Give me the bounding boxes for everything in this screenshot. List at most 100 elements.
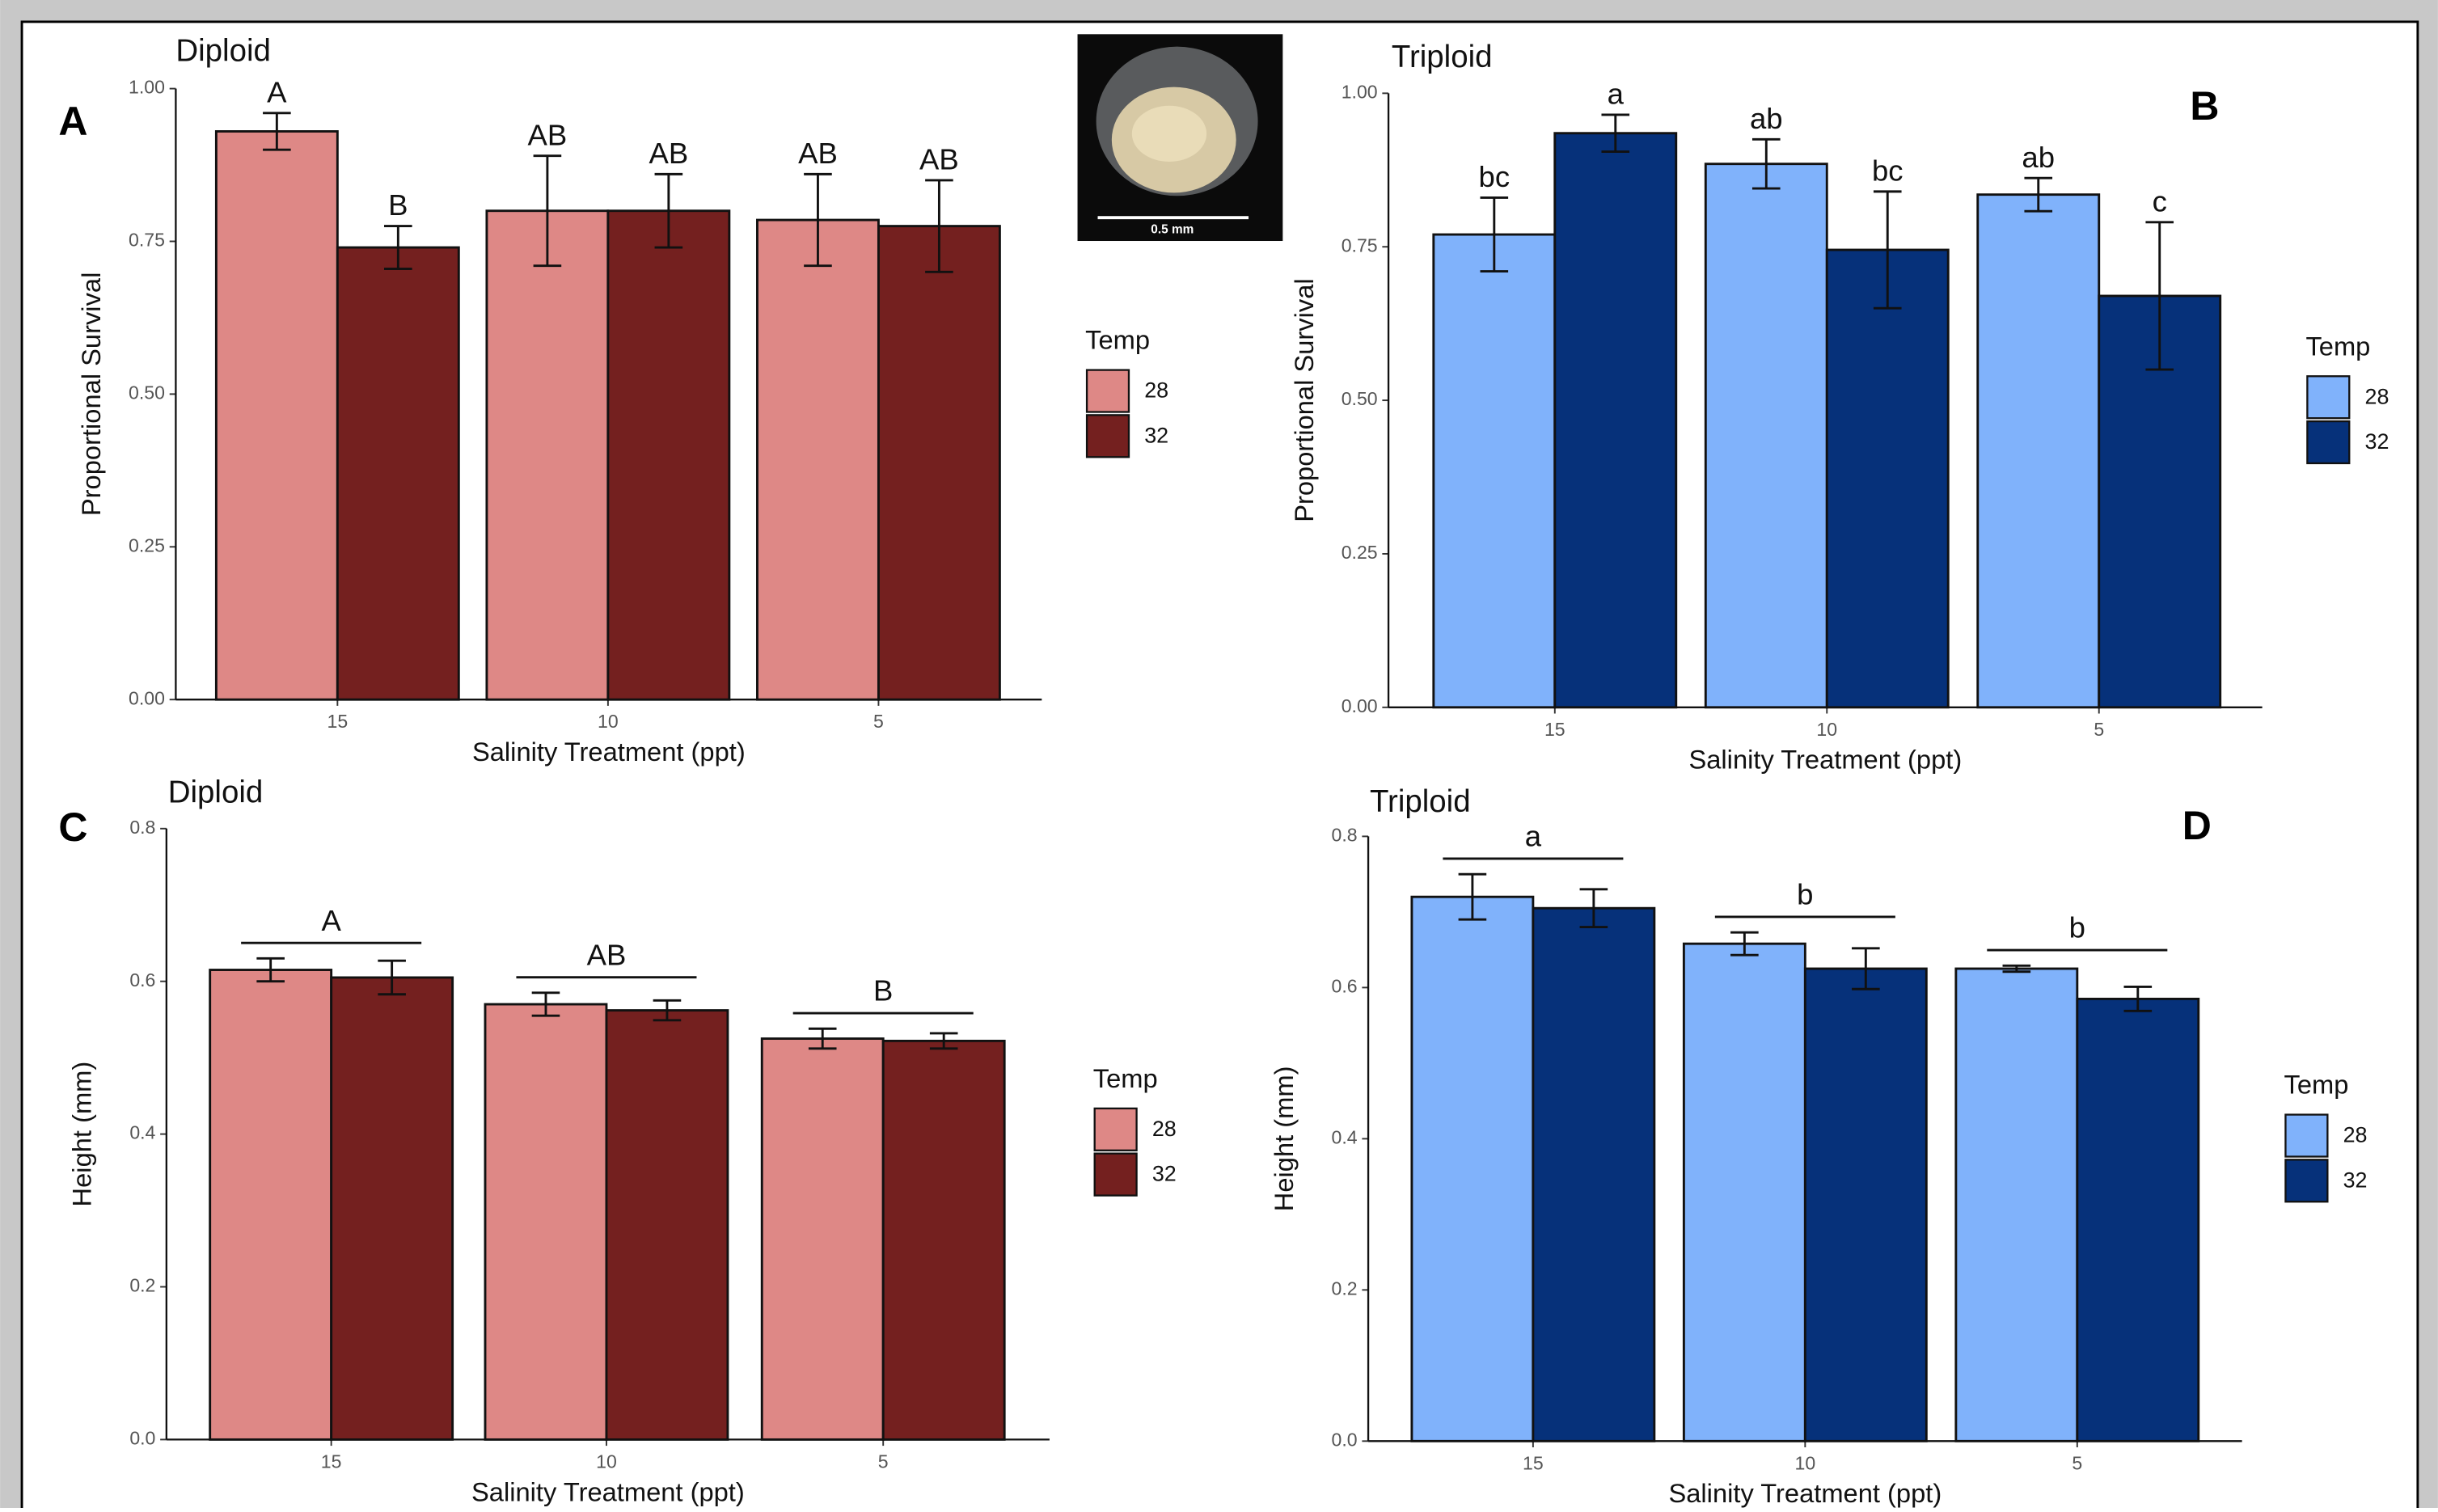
bar — [1555, 133, 1676, 707]
chart-title: Triploid — [1370, 784, 1471, 819]
bar — [757, 220, 878, 699]
bar — [1412, 897, 1533, 1441]
bar — [608, 211, 729, 699]
bar — [606, 1011, 728, 1440]
y-tick-label: 0.25 — [129, 534, 165, 555]
x-tick-label: 10 — [596, 1451, 617, 1472]
legend-title: Temp — [2305, 331, 2370, 361]
x-tick-label: 5 — [878, 1451, 889, 1472]
bar — [485, 1004, 606, 1439]
legend-label: 28 — [1144, 378, 1168, 403]
chart-title: Triploid — [1392, 40, 1493, 74]
panel-letter: B — [2190, 83, 2219, 129]
group-letter: A — [321, 904, 341, 937]
bar — [762, 1039, 883, 1440]
page: 0.5 mm Diploid A Proportional Survival Sali… — [0, 0, 2438, 1508]
significance-letter: AB — [919, 143, 959, 176]
legend-key — [2285, 1115, 2327, 1157]
legend-key — [2307, 376, 2349, 418]
x-axis-label: Salinity Treatment (ppt) — [472, 737, 746, 767]
significance-letter: ab — [1750, 102, 1783, 135]
y-tick-label: 0.50 — [1342, 388, 1378, 409]
panel-letter: A — [58, 99, 87, 144]
bar — [332, 978, 453, 1439]
chart-title: Diploid — [168, 775, 264, 810]
legend-key — [1095, 1109, 1137, 1151]
legend-label: 32 — [2343, 1168, 2368, 1192]
y-axis-label: Proportional Survival — [1289, 278, 1319, 522]
bar — [2077, 999, 2199, 1441]
legend-key — [2307, 421, 2349, 463]
significance-letter: ab — [2022, 141, 2055, 174]
group-letter: a — [1525, 820, 1542, 853]
y-tick-label: 0.6 — [129, 969, 155, 990]
x-tick-label: 10 — [598, 711, 619, 732]
y-tick-label: 0.8 — [129, 817, 155, 838]
bar — [1684, 944, 1805, 1441]
y-tick-label: 0.6 — [1332, 975, 1358, 996]
legend-label: 28 — [2365, 384, 2389, 408]
x-tick-label: 5 — [873, 711, 884, 732]
y-tick-label: 0.00 — [129, 687, 165, 708]
y-tick-label: 0.50 — [129, 382, 165, 403]
legend-label: 32 — [2365, 429, 2389, 454]
y-tick-label: 0.4 — [129, 1122, 155, 1143]
legend-key — [1087, 370, 1129, 412]
legend-label: 32 — [1144, 423, 1168, 447]
legend-label: 32 — [1152, 1162, 1177, 1186]
x-tick-label: 15 — [1544, 719, 1565, 740]
x-tick-label: 5 — [2094, 719, 2104, 740]
significance-letter: c — [2153, 184, 2167, 218]
y-axis-label: Proportional Survival — [76, 272, 106, 516]
significance-letter: AB — [798, 137, 838, 170]
legend-title: Temp — [1085, 325, 1150, 355]
y-tick-label: 0.0 — [1332, 1429, 1358, 1450]
y-tick-label: 1.00 — [1342, 81, 1378, 102]
x-tick-label: 5 — [2072, 1452, 2082, 1473]
y-tick-label: 0.75 — [129, 230, 165, 251]
x-tick-label: 15 — [321, 1451, 342, 1472]
x-axis-label: Salinity Treatment (ppt) — [1688, 745, 1962, 775]
y-tick-label: 0.2 — [129, 1275, 155, 1296]
bar — [1827, 250, 1948, 707]
x-axis-label: Salinity Treatment (ppt) — [1668, 1478, 1942, 1508]
y-tick-label: 0.00 — [1342, 695, 1378, 716]
significance-letter: bc — [1479, 160, 1511, 193]
figure: 0.5 mm Diploid A Proportional Survival Sali… — [0, 0, 2438, 1508]
x-tick-label: 10 — [1795, 1452, 1816, 1473]
legend-label: 28 — [2343, 1123, 2368, 1147]
x-tick-label: 15 — [327, 711, 349, 732]
scale-label: 0.5 mm — [1151, 223, 1194, 237]
shell-core — [1132, 106, 1206, 162]
bar — [216, 131, 337, 699]
y-tick-label: 1.00 — [129, 77, 165, 98]
bar — [878, 226, 999, 700]
y-axis-label: Height (mm) — [67, 1062, 97, 1207]
significance-letter: B — [388, 188, 408, 222]
x-tick-label: 15 — [1523, 1452, 1544, 1473]
legend-key — [1087, 415, 1129, 457]
inset-photo: 0.5 mm — [1078, 34, 1283, 241]
bar — [210, 970, 332, 1440]
bar — [1805, 969, 1926, 1441]
x-axis-label: Salinity Treatment (ppt) — [471, 1476, 745, 1506]
bar — [1978, 195, 2099, 707]
significance-letter: AB — [528, 118, 568, 151]
bar — [1705, 164, 1827, 707]
significance-letter: bc — [1872, 154, 1903, 187]
y-tick-label: 0.75 — [1342, 234, 1378, 256]
legend-label: 28 — [1152, 1117, 1177, 1141]
significance-letter: AB — [649, 137, 689, 170]
panel-letter: D — [2182, 803, 2212, 848]
y-tick-label: 0.4 — [1332, 1126, 1358, 1147]
y-axis-label: Height (mm) — [1269, 1066, 1299, 1212]
legend-key — [2285, 1159, 2327, 1202]
significance-letter: a — [1608, 78, 1625, 111]
legend-title: Temp — [1093, 1063, 1158, 1093]
group-letter: b — [1797, 878, 1813, 911]
bar — [883, 1041, 1004, 1439]
y-tick-label: 0.2 — [1332, 1278, 1358, 1299]
bar — [1533, 908, 1654, 1441]
y-tick-label: 0.25 — [1342, 542, 1378, 563]
group-letter: B — [873, 974, 893, 1007]
